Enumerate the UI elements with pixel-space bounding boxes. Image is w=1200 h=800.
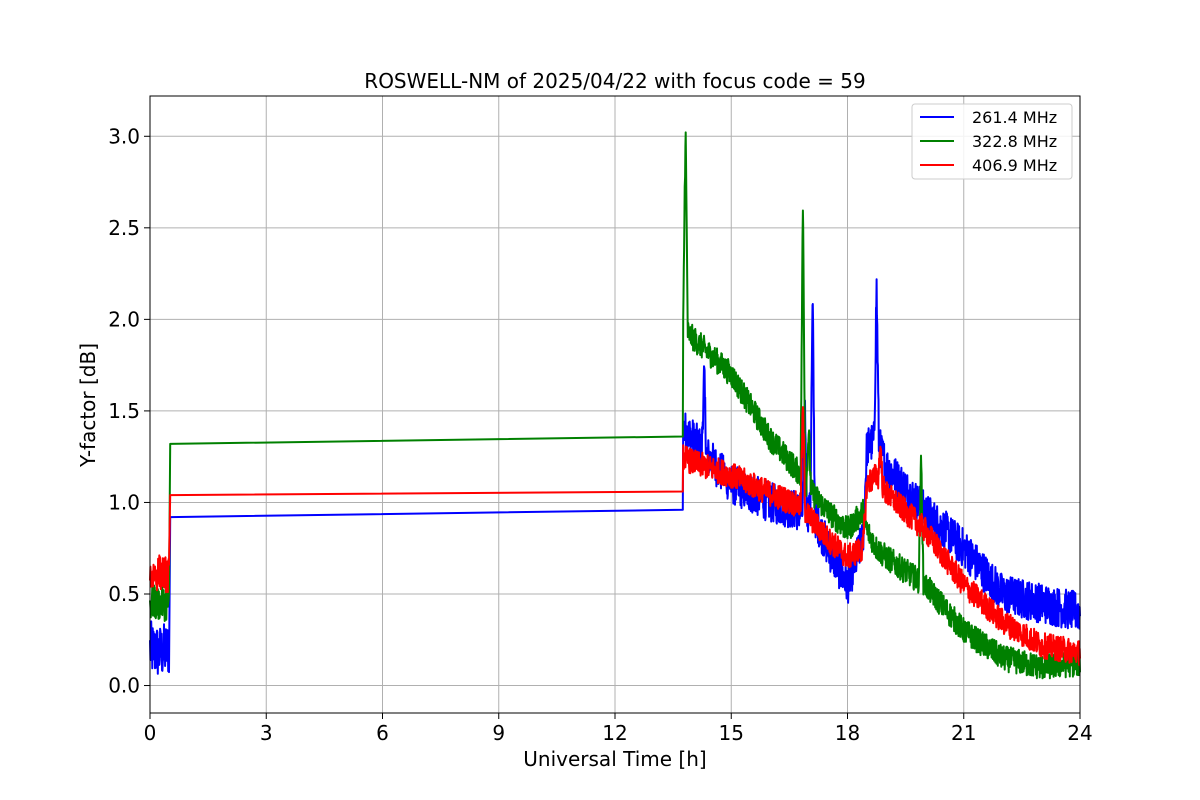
legend-label: 322.8 MHz <box>972 132 1057 151</box>
y-axis: 0.0 0.5 1.0 1.5 2.0 2.5 3.0 <box>108 124 150 698</box>
legend-label: 261.4 MHz <box>972 108 1057 127</box>
legend-label: 406.9 MHz <box>972 156 1057 175</box>
x-tick-label: 18 <box>835 721 860 745</box>
y-tick-label: 3.0 <box>108 124 140 148</box>
chart-title: ROSWELL-NM of 2025/04/22 with focus code… <box>364 69 865 93</box>
x-tick-label: 6 <box>376 721 389 745</box>
x-tick-label: 9 <box>492 721 505 745</box>
series-line-3 <box>149 406 1081 667</box>
series-group <box>149 131 1081 680</box>
x-tick-label: 12 <box>602 721 627 745</box>
y-tick-label: 0.0 <box>108 674 140 698</box>
y-tick-label: 1.5 <box>108 399 140 423</box>
y-axis-label: Y-factor [dB] <box>76 343 100 468</box>
y-tick-label: 2.5 <box>108 216 140 240</box>
y-tick-label: 2.0 <box>108 307 140 331</box>
legend: 261.4 MHz 322.8 MHz 406.9 MHz <box>911 103 1073 180</box>
x-tick-label: 24 <box>1067 721 1092 745</box>
x-axis: 0 3 6 9 12 15 18 21 24 <box>144 713 1093 745</box>
x-tick-label: 15 <box>719 721 744 745</box>
x-tick-label: 21 <box>951 721 976 745</box>
legend-box <box>911 103 1073 180</box>
x-tick-label: 0 <box>144 721 157 745</box>
x-axis-label: Universal Time [h] <box>523 747 706 771</box>
series-line-1 <box>149 278 1081 675</box>
series-line-2 <box>149 131 1081 680</box>
x-tick-label: 3 <box>260 721 273 745</box>
y-tick-label: 0.5 <box>108 582 140 606</box>
y-tick-label: 1.0 <box>108 490 140 514</box>
